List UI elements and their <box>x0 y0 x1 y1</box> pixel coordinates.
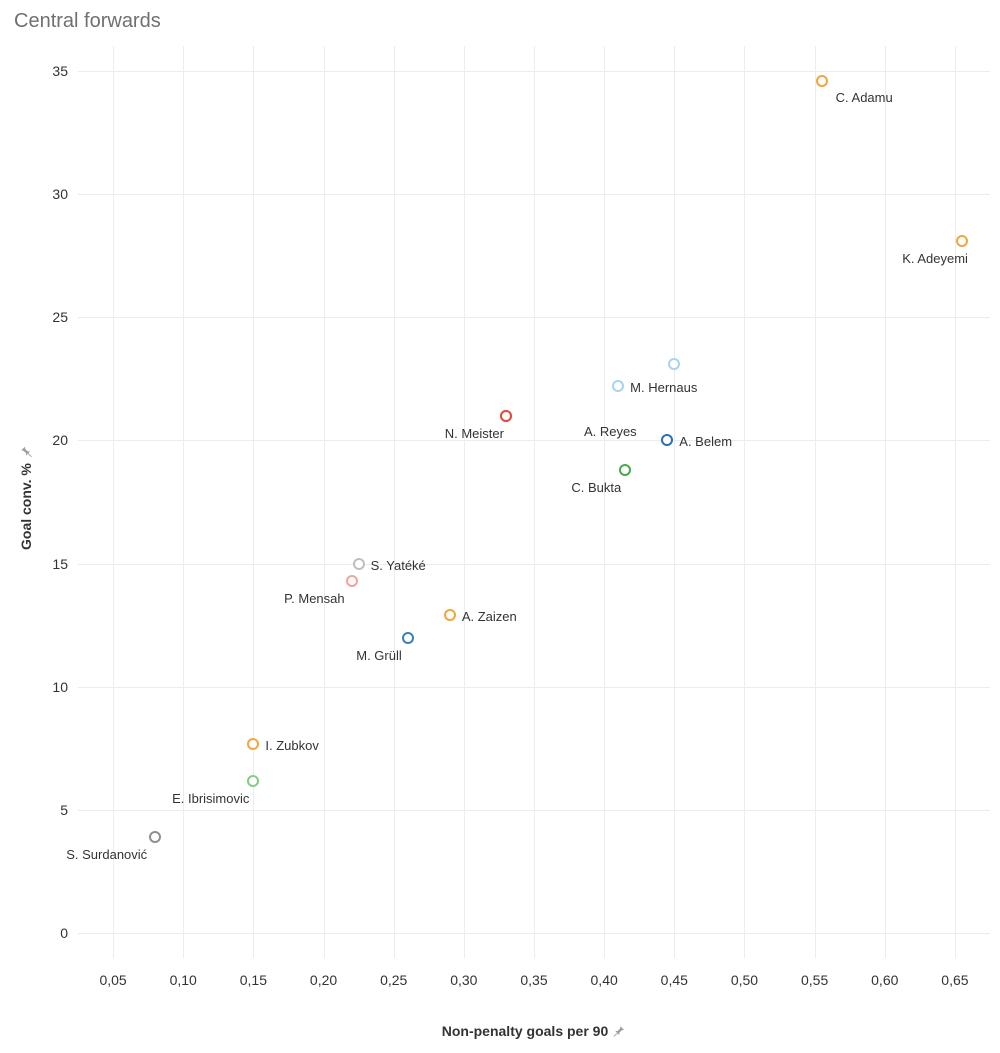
scatter-point[interactable] <box>444 609 456 621</box>
scatter-point[interactable] <box>500 410 512 422</box>
gridline-horizontal <box>78 317 990 318</box>
x-tick-label: 0,20 <box>310 972 337 988</box>
scatter-point[interactable] <box>619 464 631 476</box>
scatter-point-label: A. Belem <box>679 434 732 449</box>
scatter-point-label: P. Mensah <box>284 591 344 606</box>
x-tick-label: 0,60 <box>871 972 898 988</box>
gridline-vertical <box>253 46 254 958</box>
pin-icon <box>19 445 33 459</box>
scatter-point-label: A. Zaizen <box>462 609 517 624</box>
gridline-vertical <box>815 46 816 958</box>
scatter-point-label: A. Reyes <box>584 424 637 439</box>
gridline-horizontal <box>78 810 990 811</box>
scatter-point-label: N. Meister <box>445 426 504 441</box>
gridline-horizontal <box>78 440 990 441</box>
gridline-vertical <box>324 46 325 958</box>
scatter-point-label: S. Yatéké <box>371 558 426 573</box>
scatter-point[interactable] <box>816 75 828 87</box>
x-tick-label: 0,05 <box>99 972 126 988</box>
y-tick-label: 0 <box>38 925 68 941</box>
x-tick-label: 0,50 <box>731 972 758 988</box>
scatter-point-label: E. Ibrisimovic <box>172 791 249 806</box>
gridline-vertical <box>604 46 605 958</box>
x-tick-label: 0,45 <box>661 972 688 988</box>
y-tick-label: 25 <box>38 309 68 325</box>
pin-icon <box>612 1024 626 1038</box>
y-axis-label: Goal conv. % <box>18 445 34 550</box>
scatter-point[interactable] <box>956 235 968 247</box>
scatter-point[interactable] <box>353 558 365 570</box>
scatter-point-label: M. Hernaus <box>630 380 697 395</box>
gridline-vertical <box>464 46 465 958</box>
scatter-plot: C. Adamu K. Adeyemi M. Hernaus A. Reyes N. M… <box>78 46 990 958</box>
scatter-point-label: I. Zubkov <box>265 738 318 753</box>
gridline-vertical <box>534 46 535 958</box>
gridline-vertical <box>955 46 956 958</box>
scatter-point[interactable] <box>402 632 414 644</box>
x-axis-label: Non-penalty goals per 90 <box>442 1023 626 1039</box>
scatter-point-label: M. Grüll <box>356 648 402 663</box>
x-tick-label: 0,30 <box>450 972 477 988</box>
y-tick-label: 35 <box>38 63 68 79</box>
scatter-point-label: C. Bukta <box>571 480 621 495</box>
x-tick-label: 0,10 <box>170 972 197 988</box>
x-tick-label: 0,65 <box>941 972 968 988</box>
x-tick-label: 0,35 <box>520 972 547 988</box>
scatter-point[interactable] <box>247 738 259 750</box>
gridline-vertical <box>113 46 114 958</box>
scatter-point[interactable] <box>149 831 161 843</box>
y-tick-label: 5 <box>38 802 68 818</box>
gridline-horizontal <box>78 194 990 195</box>
x-axis-label-text: Non-penalty goals per 90 <box>442 1023 608 1039</box>
x-tick-label: 0,55 <box>801 972 828 988</box>
gridline-vertical <box>885 46 886 958</box>
gridline-vertical <box>674 46 675 958</box>
chart-title: Central forwards <box>14 10 161 33</box>
y-tick-label: 15 <box>38 556 68 572</box>
gridline-vertical <box>744 46 745 958</box>
scatter-point[interactable] <box>661 434 673 446</box>
x-tick-label: 0,25 <box>380 972 407 988</box>
y-tick-label: 20 <box>38 432 68 448</box>
scatter-point-label: S. Surdanović <box>66 847 147 862</box>
scatter-point[interactable] <box>247 775 259 787</box>
scatter-point-label: C. Adamu <box>836 90 893 105</box>
y-axis-label-text: Goal conv. % <box>18 463 34 550</box>
y-tick-label: 30 <box>38 186 68 202</box>
scatter-point[interactable] <box>346 575 358 587</box>
scatter-point-label: K. Adeyemi <box>902 251 968 266</box>
gridline-vertical <box>394 46 395 958</box>
scatter-point[interactable] <box>612 380 624 392</box>
y-tick-label: 10 <box>38 679 68 695</box>
gridline-horizontal <box>78 564 990 565</box>
scatter-point[interactable] <box>668 358 680 370</box>
gridline-vertical <box>183 46 184 958</box>
gridline-horizontal <box>78 933 990 934</box>
x-tick-label: 0,15 <box>240 972 267 988</box>
gridline-horizontal <box>78 687 990 688</box>
x-tick-label: 0,40 <box>591 972 618 988</box>
gridline-horizontal <box>78 71 990 72</box>
